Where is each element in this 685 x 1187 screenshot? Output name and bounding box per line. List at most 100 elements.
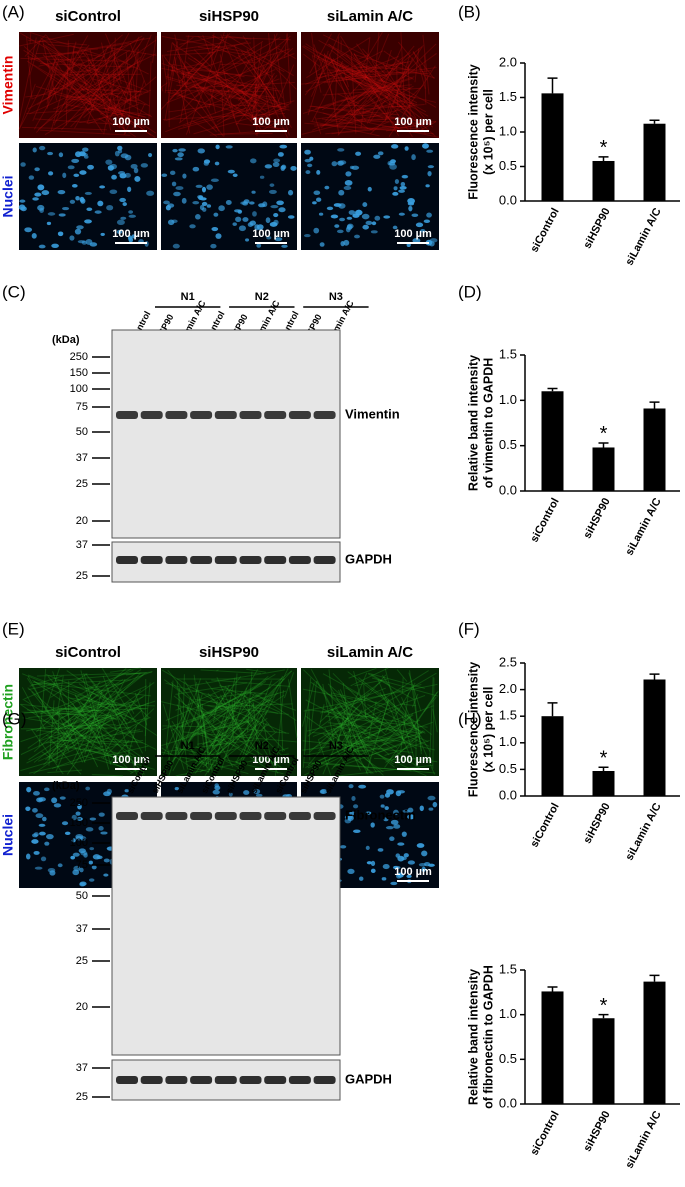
fiber <box>233 45 241 58</box>
fiber <box>195 681 213 773</box>
fiber <box>46 80 54 104</box>
fiber <box>26 709 121 720</box>
nucleus <box>345 171 352 177</box>
fiber <box>341 709 363 744</box>
fiber <box>98 117 106 123</box>
fiber <box>83 672 112 766</box>
fiber <box>65 98 140 101</box>
band <box>239 1076 262 1084</box>
nucleus <box>38 797 46 802</box>
fiber <box>246 48 288 139</box>
fiber <box>168 678 202 777</box>
fiber <box>309 681 318 735</box>
fiber <box>185 35 291 41</box>
nucleus <box>181 197 187 204</box>
fiber <box>237 50 284 102</box>
fiber <box>86 44 114 125</box>
fiber <box>22 717 90 730</box>
fiber <box>204 103 290 108</box>
fiber <box>238 97 263 132</box>
fiber <box>197 35 273 78</box>
fiber <box>347 740 395 742</box>
nucleus <box>383 817 389 822</box>
panel-label: (D) <box>458 282 482 301</box>
fiber <box>61 716 88 729</box>
fiber <box>327 73 381 81</box>
fiber <box>400 703 417 707</box>
fiber <box>26 725 54 732</box>
fiber <box>88 86 107 106</box>
fiber <box>28 709 96 719</box>
fiber <box>103 73 117 135</box>
nucleus <box>32 833 38 838</box>
band <box>239 411 262 419</box>
nucleus <box>395 853 401 858</box>
fiber <box>116 58 149 75</box>
nucleus <box>365 220 373 225</box>
nucleus <box>427 795 436 801</box>
fiber <box>396 669 408 682</box>
fiber <box>353 99 404 116</box>
fiber <box>171 91 201 103</box>
fiber <box>33 667 127 753</box>
nucleus <box>89 847 95 851</box>
fiber <box>36 35 143 106</box>
fiber <box>371 60 392 99</box>
error-bar <box>598 442 609 448</box>
y-tick-label: 1.0 <box>499 392 517 407</box>
nucleus <box>259 175 265 179</box>
group-label: N2 <box>255 740 269 752</box>
fiber <box>353 53 381 90</box>
fiber <box>347 671 415 723</box>
fiber <box>420 121 437 131</box>
nucleus <box>316 197 322 202</box>
fiber <box>209 673 276 714</box>
fiber <box>354 678 388 687</box>
nucleus <box>338 189 345 196</box>
fiber <box>76 52 97 87</box>
nucleus <box>79 867 84 873</box>
fiber <box>333 45 424 118</box>
fiber <box>208 690 243 750</box>
fiber <box>208 33 229 109</box>
fiber <box>307 50 329 116</box>
nucleus <box>172 148 178 153</box>
column-label: siControl <box>55 644 121 661</box>
nucleus <box>242 201 249 206</box>
fiber <box>277 64 295 102</box>
fiber <box>23 705 103 714</box>
fiber <box>68 61 76 78</box>
fiber <box>251 118 286 124</box>
nucleus <box>20 206 27 212</box>
fiber <box>344 733 352 742</box>
fiber <box>337 60 401 99</box>
fiber <box>319 684 422 714</box>
fiber <box>68 704 157 751</box>
fiber <box>305 65 350 85</box>
nucleus <box>401 856 407 861</box>
nucleus <box>272 161 280 167</box>
fiber <box>219 97 284 133</box>
fiber <box>128 81 133 120</box>
fiber <box>328 43 436 137</box>
nucleus <box>399 186 407 190</box>
nucleus <box>333 203 342 207</box>
nucleus <box>127 186 132 193</box>
fiber <box>313 55 389 100</box>
fiber <box>409 670 423 751</box>
fiber <box>336 711 413 725</box>
y-tick-label: 1.0 <box>499 123 517 138</box>
fiber <box>188 753 220 763</box>
fiber <box>64 88 120 113</box>
fiber <box>29 40 41 76</box>
fiber <box>303 53 320 67</box>
fiber <box>307 727 412 769</box>
fiber <box>62 685 148 725</box>
fiber <box>377 713 414 750</box>
nucleus <box>128 210 134 214</box>
nucleus <box>392 191 399 196</box>
y-tick-label: 1.5 <box>499 89 517 104</box>
column-label: siLamin A/C <box>327 8 413 25</box>
fiber <box>341 63 350 87</box>
nucleus <box>146 190 155 196</box>
